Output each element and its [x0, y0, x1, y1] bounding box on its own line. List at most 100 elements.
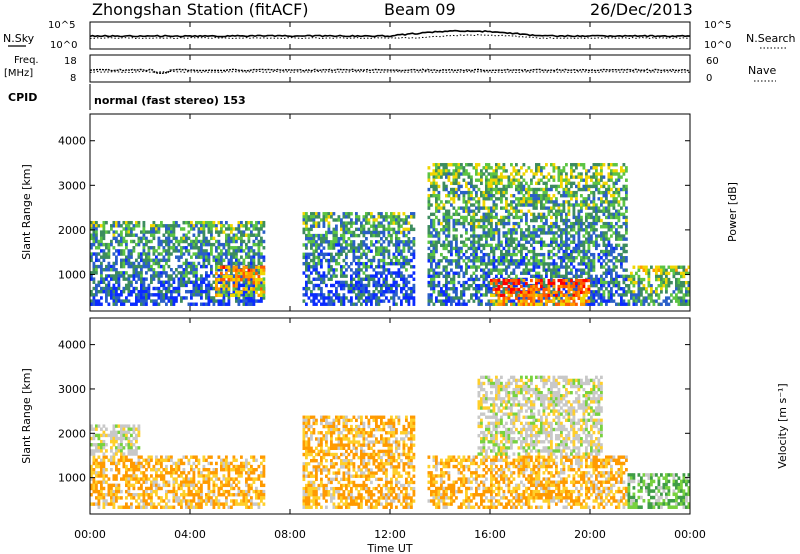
velocity-echo-cell [112, 455, 116, 459]
power-echo-cell [305, 237, 308, 241]
power-echo-cell [387, 290, 391, 294]
power-echo-cell [477, 259, 481, 263]
power-echo-cell [450, 181, 453, 186]
power-echo-cell [130, 252, 133, 256]
power-echo-cell [235, 271, 238, 276]
power-echo-cell [372, 218, 376, 222]
power-echo-cell [165, 249, 168, 253]
power-echo-cell [322, 296, 326, 300]
power-echo-cell [215, 255, 218, 259]
power-echo-cell [317, 215, 321, 219]
power-echo-cell [590, 262, 593, 266]
power-echo-cell [545, 271, 548, 275]
power-echo-cell [565, 181, 568, 186]
power-echo-cell [367, 246, 371, 250]
power-echo-cell [577, 231, 581, 235]
noise-sky-tick-top: 10^5 [48, 20, 75, 31]
velocity-echo-cell [112, 474, 116, 478]
power-echo-cell [405, 280, 408, 285]
power-echo-cell [122, 236, 126, 241]
power-echo-cell [560, 215, 563, 220]
power-echo-cell [122, 274, 126, 278]
power-echo-cell [542, 206, 546, 210]
power-echo-cell [485, 225, 488, 229]
power-echo-cell [407, 302, 411, 306]
power-echo-cell [352, 252, 356, 257]
power-echo-cell [250, 230, 253, 234]
power-echo-cell [627, 274, 631, 279]
power-echo-cell [200, 277, 203, 281]
power-echo-cell [600, 203, 603, 207]
power-echo-cell [390, 286, 393, 291]
power-echo-cell [92, 271, 96, 275]
power-echo-cell [190, 289, 193, 294]
power-echo-cell [547, 299, 551, 303]
power-echo-cell [307, 277, 311, 281]
power-echo-cell [685, 268, 688, 273]
power-echo-cell [212, 220, 216, 225]
power-echo-cell [580, 187, 583, 192]
power-echo-cell [220, 284, 223, 288]
power-echo-cell [120, 299, 123, 303]
power-echo-cell [402, 258, 406, 263]
power-echo-cell [202, 261, 206, 266]
power-echo-cell [542, 203, 546, 207]
power-echo-cell [117, 286, 121, 291]
power-echo-cell [430, 194, 433, 198]
power-echo-cell [380, 246, 383, 250]
power-echo-cell [502, 287, 506, 291]
power-echo-cell [205, 302, 208, 306]
power-echo-cell [557, 249, 561, 254]
power-echo-cell [665, 299, 668, 303]
power-echo-cell [95, 299, 98, 303]
power-echo-cell [592, 290, 596, 294]
power-echo-cell [182, 274, 186, 278]
power-echo-cell [477, 237, 481, 241]
power-echo-cell [220, 227, 223, 231]
power-echo-cell [322, 233, 326, 238]
power-echo-cell [515, 178, 518, 182]
power-echo-cell [430, 243, 433, 248]
power-echo-cell [105, 277, 108, 281]
power-echo-cell [530, 274, 533, 279]
power-echo-cell [252, 224, 256, 228]
power-echo-cell [460, 240, 463, 244]
power-echo-cell [457, 206, 461, 210]
power-echo-cell [127, 227, 131, 231]
power-echo-cell [202, 242, 206, 247]
power-echo-cell [532, 262, 536, 266]
power-echo-cell [220, 268, 223, 272]
power-echo-cell [332, 246, 336, 250]
power-echo-cell [470, 240, 473, 244]
power-echo-cell [122, 277, 126, 281]
power-echo-cell [502, 163, 506, 167]
power-echo-cell [520, 166, 523, 170]
power-echo-cell [575, 268, 578, 272]
power-echo-cell [570, 181, 573, 186]
power-echo-cell [487, 172, 491, 176]
power-echo-cell [125, 286, 128, 291]
power-echo-cell [317, 243, 321, 247]
power-echo-cell [492, 299, 496, 303]
power-echo-cell [145, 264, 148, 269]
velocity-echo-cell [90, 502, 93, 506]
power-echo-cell [335, 252, 338, 257]
power-echo-cell [142, 277, 146, 281]
power-echo-cell [397, 243, 401, 247]
power-echo-cell [115, 299, 118, 303]
power-echo-cell [650, 290, 653, 294]
power-echo-cell [192, 252, 196, 256]
power-echo-cell [367, 249, 371, 253]
power-echo-cell [180, 255, 183, 259]
power-echo-cell [337, 293, 341, 297]
power-echo-cell [200, 289, 203, 294]
power-echo-cell [625, 268, 628, 272]
power-echo-cell [667, 265, 671, 269]
power-echo-cell [170, 302, 173, 306]
power-echo-cell [565, 274, 568, 279]
power-echo-cell [500, 194, 503, 198]
power-echo-cell [362, 230, 366, 235]
power-echo-cell [435, 184, 438, 189]
power-echo-cell [375, 299, 378, 303]
power-echo-cell [550, 228, 553, 232]
